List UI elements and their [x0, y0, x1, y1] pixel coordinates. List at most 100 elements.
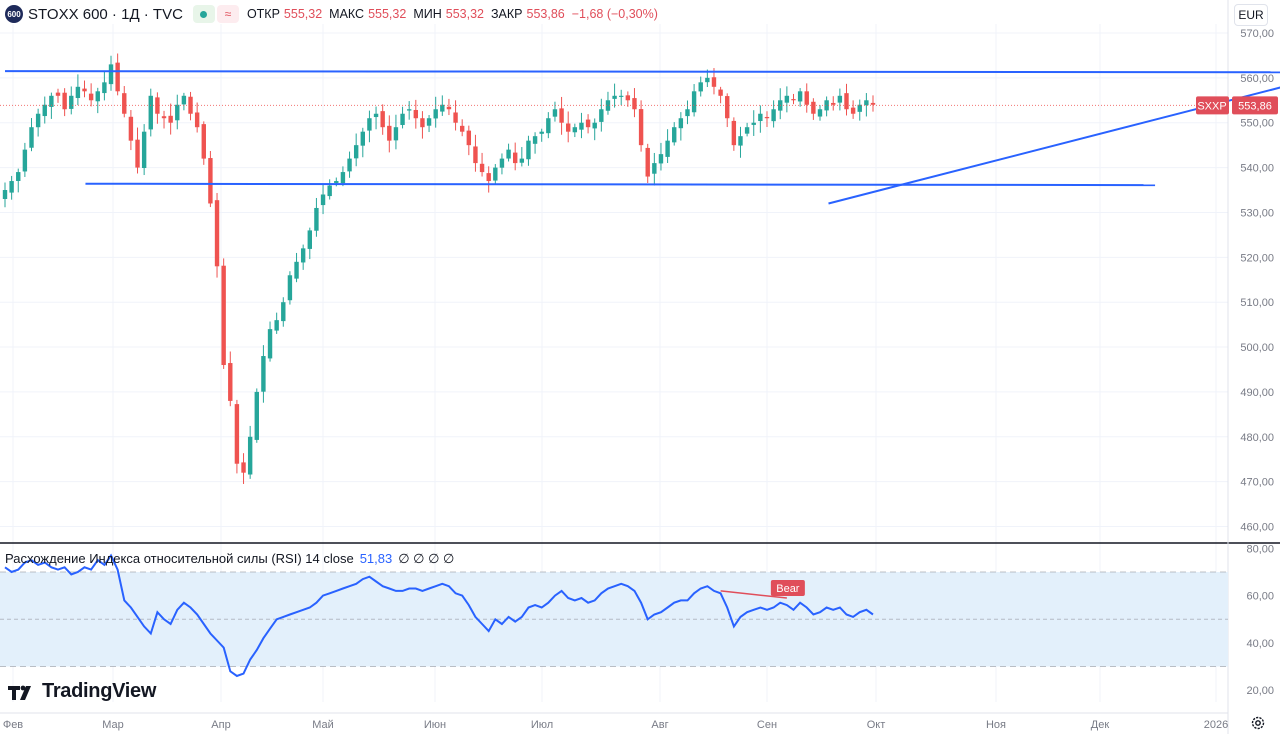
symbol-legend[interactable]: 600 STOXX 600 · 1Д · TVC ≈ ОТКР 555,32 МА…: [5, 4, 661, 24]
candle-body: [307, 230, 312, 249]
candle-body: [128, 116, 134, 141]
candle-body: [850, 107, 856, 114]
candle: [247, 425, 253, 479]
candle-body: [267, 329, 273, 359]
candle-body: [228, 363, 233, 401]
candle-body: [62, 92, 67, 110]
candle-body: [605, 100, 611, 111]
high-label: МАКС: [329, 7, 365, 21]
candle: [135, 127, 140, 174]
candle: [35, 108, 41, 137]
candle: [758, 105, 763, 133]
candle: [764, 111, 770, 127]
tradingview-logo[interactable]: TradingView: [8, 680, 156, 703]
candle: [619, 89, 624, 106]
time-tick-label: Мар: [102, 719, 124, 731]
candle: [340, 166, 346, 187]
candle: [88, 83, 94, 107]
time-tick-label: Июл: [531, 719, 553, 731]
symbol-title[interactable]: STOXX 600 · 1Д · TVC: [28, 5, 183, 23]
candle: [155, 92, 160, 124]
candle: [797, 88, 803, 107]
candle-body: [539, 131, 544, 134]
candle-body: [175, 104, 180, 121]
time-tick-label: Окт: [867, 719, 886, 731]
candle-body: [552, 109, 558, 117]
price-tick-label: 570,00: [1240, 28, 1274, 40]
trendline: [85, 182, 1156, 187]
candle-body: [168, 115, 173, 123]
candle: [95, 87, 100, 114]
candle-body: [625, 95, 631, 101]
candle: [406, 101, 412, 120]
price-axis[interactable]: 570,00 560,00 550,00 540,00 530,00 520,00 510,…: [1240, 28, 1274, 697]
tradingview-logo-icon: [8, 685, 31, 700]
candle-body: [612, 95, 617, 99]
symbol-logo-icon: 600: [5, 5, 23, 23]
candle-body: [738, 136, 743, 146]
candle-body: [493, 167, 498, 181]
candle-body: [82, 88, 87, 92]
candle: [857, 99, 862, 121]
candle-body: [711, 77, 717, 87]
candle: [453, 100, 458, 131]
time-tick-label: Авг: [651, 719, 668, 731]
time-axis[interactable]: Фев Мар Апр Май Июн Июл Авг Сен Окт Ноя Дек 2026: [3, 719, 1228, 731]
candle: [188, 91, 193, 121]
candles: [2, 53, 876, 484]
trendlines[interactable]: [0, 25, 1280, 205]
candle: [837, 88, 843, 111]
candle: [102, 70, 107, 101]
candle-body: [281, 302, 286, 322]
bear-label-bg: [770, 580, 805, 596]
candle: [691, 84, 697, 117]
candle-body: [115, 62, 120, 92]
candle: [281, 297, 286, 327]
candle-body: [320, 194, 326, 206]
market-status-icon[interactable]: [192, 5, 215, 23]
time-tick-label: Дек: [1091, 719, 1110, 731]
brand-name: TradingView: [42, 680, 157, 702]
rsi-legend[interactable]: Расхождение Индекса относительной силы (…: [5, 551, 454, 567]
candle: [16, 168, 21, 193]
candle-body: [678, 118, 684, 129]
candle: [751, 110, 756, 136]
bear-divergence-line: [720, 590, 787, 599]
candle: [161, 110, 167, 129]
candle: [599, 98, 604, 132]
candle: [201, 121, 206, 165]
candle: [181, 92, 187, 111]
candle: [506, 143, 511, 162]
candle: [532, 132, 538, 154]
candle: [850, 100, 856, 119]
candle-body: [108, 64, 114, 85]
price-tick-label: 530,00: [1240, 207, 1274, 219]
candle-body: [122, 93, 127, 114]
candle-body: [194, 112, 200, 128]
candle: [175, 94, 180, 130]
time-tick-label: Сен: [757, 719, 777, 731]
candle-body: [479, 163, 485, 173]
close-label: ЗАКР: [490, 7, 523, 21]
candle: [811, 98, 816, 120]
compare-icon[interactable]: ≈: [216, 5, 239, 23]
candle: [82, 80, 87, 98]
candle: [327, 179, 332, 200]
candle-body: [102, 82, 107, 94]
candle-body: [49, 95, 54, 107]
price-badge-bg: [1232, 96, 1278, 115]
candle-body: [155, 97, 160, 114]
candle-body: [380, 111, 385, 128]
candle: [678, 112, 684, 141]
candle-body: [870, 102, 876, 105]
candle: [221, 258, 226, 369]
candle: [393, 114, 399, 150]
settings-gear-icon[interactable]: [1250, 715, 1266, 731]
currency-button[interactable]: EUR: [1234, 4, 1268, 26]
candle-body: [433, 109, 438, 119]
candle-body: [744, 127, 750, 134]
candle-body: [592, 122, 597, 129]
candle-body: [254, 391, 259, 440]
candle-body: [95, 91, 100, 102]
